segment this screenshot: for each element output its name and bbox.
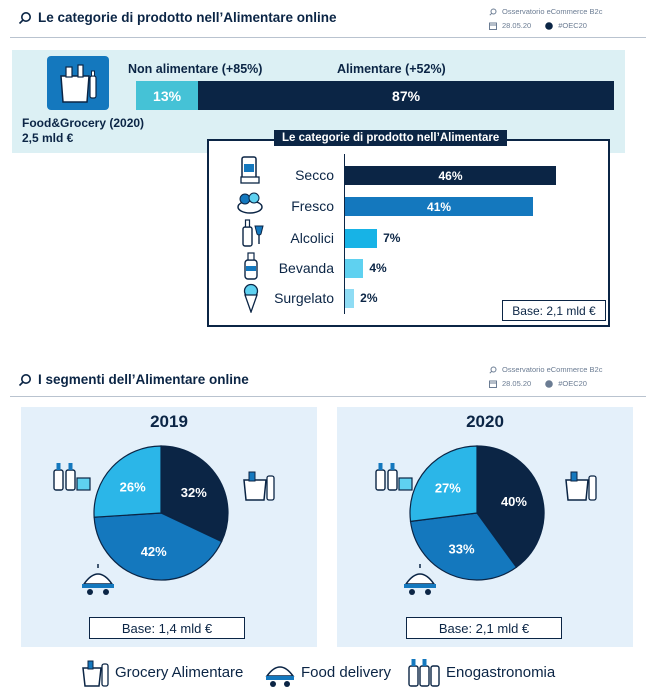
foodgrocery-label: Food&Grocery (2020) [22,116,145,130]
category-name-fresco: Fresco [291,198,334,214]
category-value-bevanda: 4% [369,261,387,275]
section2-title: I segmenti dell’Alimentare online [18,372,249,387]
category-bar-surgelato [345,289,355,308]
section2-title-text: I segmenti dell’Alimentare online [38,372,249,387]
category-value-alcolici: 7% [383,231,401,245]
food-bar-segment: 87% [198,81,614,110]
pie-2020-label-slice-enogastronomia: 27% [435,480,461,495]
wine-bottles-icon [53,463,91,491]
pie-2019-base: Base: 1,4 mld € [89,617,245,639]
non-food-pct: 13% [153,87,182,104]
legend-delivery-label: Food delivery [301,664,392,681]
food-pct: 87% [392,87,421,104]
pie-2019-title: 2019 [150,412,188,431]
fresh-food-icon [237,192,263,214]
source-text: Osservatorio eCommerce B2c [502,365,603,374]
hashtag-icon [545,380,554,388]
legend-enogastronomia-label: Enogastronomia [446,664,556,681]
pie-2020-base: Base: 2,1 mld € [406,617,562,639]
pie-2019: 32% 42% 26% [93,445,229,581]
pie-2019-slice-grocery [160,445,229,543]
calendar-icon [489,22,497,30]
pie-2020-title: 2020 [466,412,504,431]
category-value-surgelato: 2% [360,291,378,305]
grocery-icon [243,471,275,501]
category-bar-alcolici [345,229,378,248]
hashtag-text: #OEC20 [558,379,587,388]
pie-2020-slice-grocery [476,445,545,569]
grocery-bag-icon [47,56,109,110]
search-icon [18,11,31,24]
non-food-label: Non alimentare (+85%) [128,62,263,76]
pie-2019-label-slice-enogastronomia: 26% [120,479,146,494]
section1-title-text: Le categorie di prodotto nell’Alimentare… [38,10,337,25]
categories-bars: Secco 46% Fresco 41% Alcolici 7% Bevanda 4% Surg… [0,0,656,340]
category-name-secco: Secco [295,167,334,183]
dry-goods-icon [240,156,260,184]
category-value-secco: 46% [438,168,463,183]
food-label: Alimentare (+52%) [337,62,446,76]
date-text: 28.05.20 [502,379,532,388]
category-name-alcolici: Alcolici [290,230,334,246]
calendar-icon [489,380,497,388]
legend-grocery-label: Grocery Alimentare [115,664,244,681]
hashtag-text: #OEC20 [558,21,587,30]
categories-base: Base: 2,1 mld € [502,300,606,321]
section2-divider [10,396,646,397]
pie-2020-slice-enogastronomia [409,445,478,523]
category-bar-secco: 46% [345,166,556,185]
grocery-icon [565,471,597,501]
pie-2020: 40% 33% 27% [409,445,545,581]
pie-2019-slice-enogastronomia [93,445,162,518]
pie-2020-label-slice-delivery: 33% [449,542,475,557]
frozen-icon [243,283,259,313]
non-food-bar-segment: 13% [136,81,199,110]
beverage-icon [244,252,258,280]
section1-divider [10,37,646,38]
categories-title: Le categorie di prodotto nell’Alimentare [274,130,508,146]
section1-title: Le categorie di prodotto nell’Alimentare… [18,10,337,25]
foodgrocery-stacked-bar: 13% 87% [136,81,614,110]
search-icon [18,373,31,386]
search-icon [489,366,497,374]
categories-axis [344,154,345,314]
pie-2019-slice-delivery [93,512,223,581]
pie-2020-slice-delivery [409,512,518,581]
delivery-icon [265,666,295,687]
foodgrocery-value: 2,5 mld € [22,131,74,145]
hashtag-icon [545,22,554,30]
source-text: Osservatorio eCommerce B2c [502,7,603,16]
category-value-fresco: 41% [427,199,452,214]
pie-2020-label-slice-grocery: 40% [501,494,527,509]
category-name-surgelato: Surgelato [274,290,334,306]
date-text: 28.05.20 [502,21,532,30]
pie-2019-label-slice-delivery: 42% [141,544,167,559]
category-name-bevanda: Bevanda [278,260,334,276]
grocery-icon [82,660,109,687]
delivery-icon [82,564,114,595]
alcohol-icon [242,219,264,247]
category-bar-fresco: 41% [345,197,534,216]
category-bar-bevanda [345,259,364,278]
search-icon [489,8,497,16]
delivery-icon [404,564,436,595]
section2-meta: Osservatorio eCommerce B2c 28.05.20 #OEC… [489,363,602,391]
wine-bottles-icon [375,463,413,491]
pie-2019-label-slice-grocery: 32% [181,485,207,500]
wine-bottles-icon [408,659,440,687]
section1-meta: Osservatorio eCommerce B2c 28.05.20 #OEC… [489,5,602,33]
